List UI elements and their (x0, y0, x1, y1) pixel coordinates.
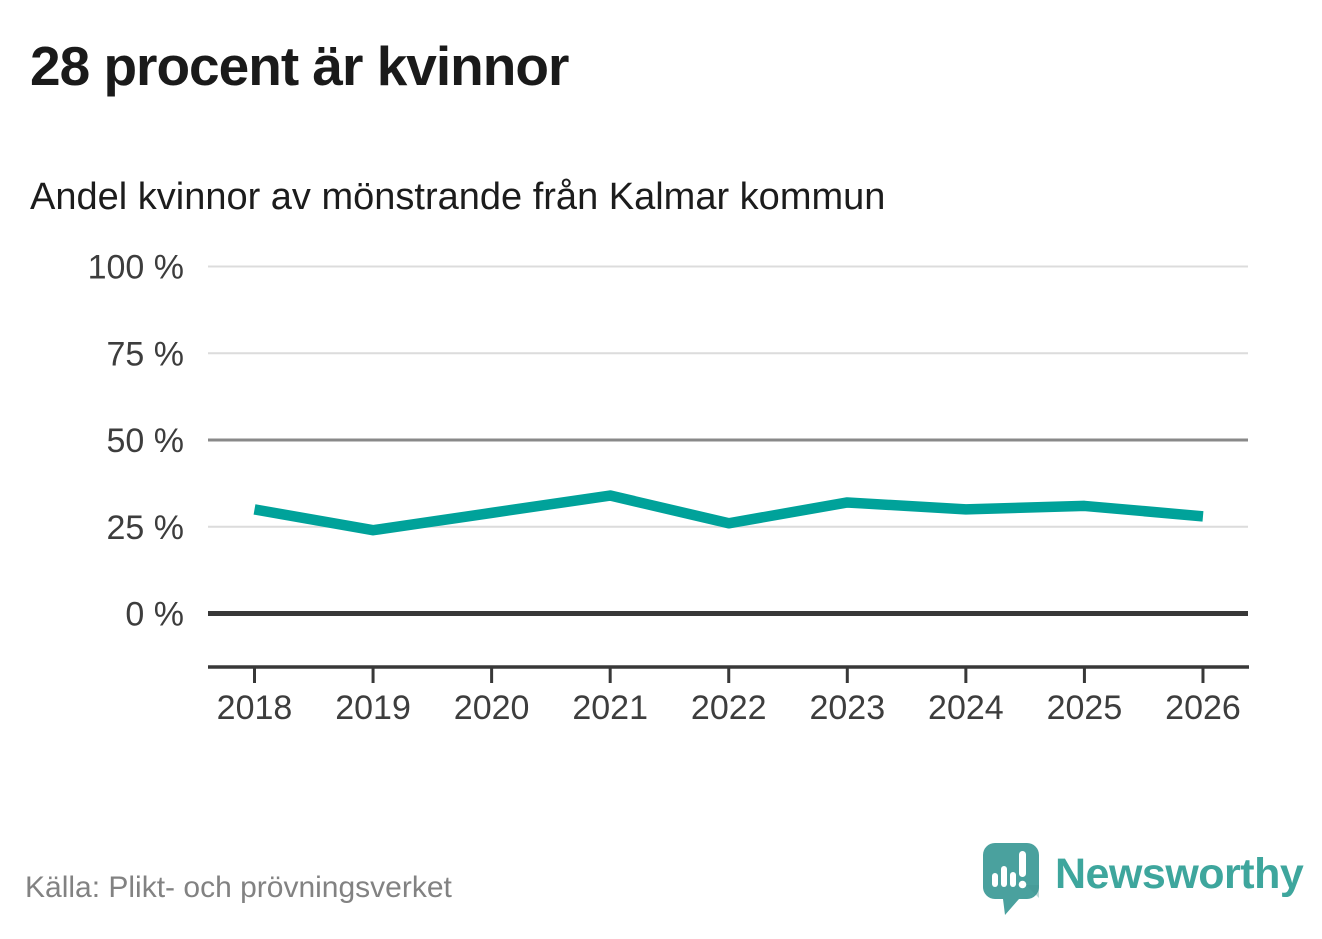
x-axis-label: 2023 (809, 689, 885, 727)
x-axis-label: 2020 (454, 689, 530, 727)
y-axis-label: 0 % (125, 596, 184, 634)
x-axis-label: 2021 (572, 689, 648, 727)
x-axis-label: 2022 (691, 689, 767, 727)
x-axis-label: 2025 (1047, 689, 1123, 727)
data-line-andel-kvinnor (253, 490, 1204, 536)
x-axis-label: 2018 (217, 689, 293, 727)
x-axis-label: 2019 (335, 689, 411, 727)
y-axis-label: 75 % (107, 335, 185, 373)
page-title: 28 procent är kvinnor (30, 35, 569, 97)
newsworthy-logo: Newsworthy (979, 841, 1304, 921)
newsworthy-wordmark: Newsworthy (1055, 850, 1304, 898)
x-axis-label: 2026 (1165, 689, 1241, 727)
y-axis-label: 50 % (107, 422, 185, 460)
source-note: Källa: Plikt- och prövningsverket (25, 871, 452, 904)
x-axis-label: 2024 (928, 689, 1004, 727)
y-axis-label: 100 % (88, 249, 184, 287)
y-axis-label: 25 % (107, 509, 185, 547)
newsworthy-logo-icon (983, 843, 1039, 915)
chart-subtitle: Andel kvinnor av mönstrande från Kalmar … (30, 176, 886, 218)
